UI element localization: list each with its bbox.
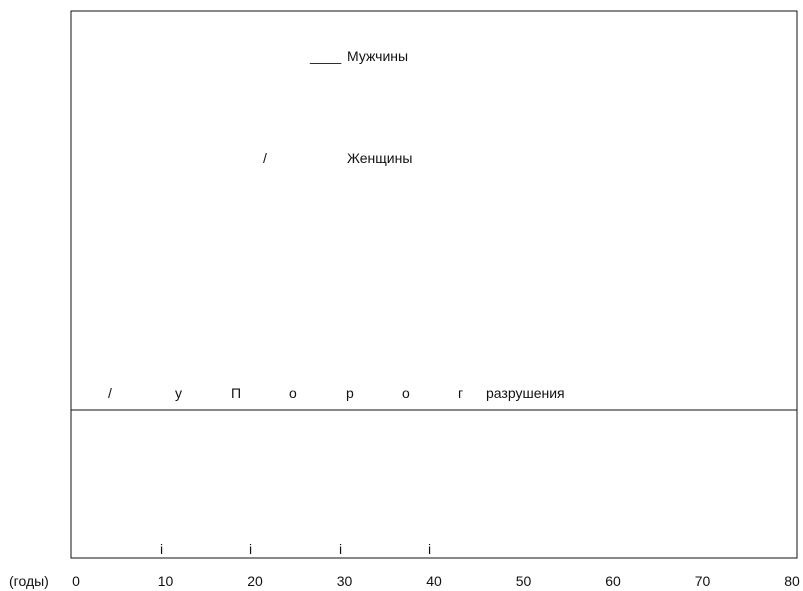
x-tick-label: 40 xyxy=(426,573,442,589)
baseline-mark: i xyxy=(428,541,431,557)
x-tick-label: 70 xyxy=(695,573,711,589)
threshold-label-fragment: у xyxy=(175,385,182,401)
threshold-label-fragment: о xyxy=(289,385,297,401)
x-tick-label: 30 xyxy=(337,573,353,589)
legend-men-label: Мужчины xyxy=(347,48,408,64)
threshold-label-fragment: / xyxy=(108,385,112,401)
plot-frame xyxy=(70,10,798,559)
x-axis-label: (годы) xyxy=(9,573,49,589)
baseline-mark: i xyxy=(249,541,252,557)
x-tick-label: 60 xyxy=(605,573,621,589)
threshold-label-fragment: П xyxy=(231,385,241,401)
threshold-label-fragment: г xyxy=(458,385,463,401)
x-tick-label: 80 xyxy=(784,573,800,589)
baseline-mark: i xyxy=(339,541,342,557)
legend-men-marker: ____ xyxy=(309,48,341,64)
x-tick-label: 0 xyxy=(72,573,80,589)
threshold-label-fragment: о xyxy=(402,385,410,401)
legend-women-marker: / xyxy=(263,150,267,166)
threshold-label-fragment: разрушения xyxy=(486,385,565,401)
legend-women-label: Женщины xyxy=(347,150,412,166)
threshold-label-fragment: р xyxy=(346,385,354,401)
x-tick-label: 50 xyxy=(516,573,532,589)
threshold-label: / у П о р о г разрушения xyxy=(108,385,565,401)
baseline-mark: i xyxy=(160,541,163,557)
baseline-marks: i i i i xyxy=(160,541,431,557)
x-tick-labels: 0 10 20 30 40 50 60 70 80 xyxy=(72,573,800,589)
x-tick-label: 20 xyxy=(247,573,263,589)
x-tick-label: 10 xyxy=(158,573,174,589)
